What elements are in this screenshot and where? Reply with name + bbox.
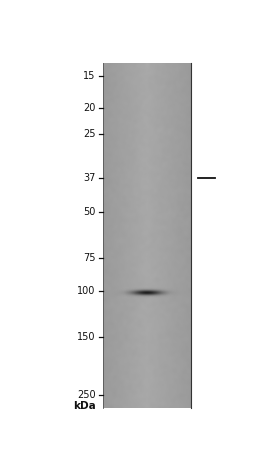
Text: 25: 25	[83, 129, 95, 139]
Text: 250: 250	[77, 390, 95, 400]
Text: 37: 37	[83, 173, 95, 183]
Text: 20: 20	[83, 103, 95, 113]
Text: 50: 50	[83, 207, 95, 217]
Text: 100: 100	[77, 286, 95, 296]
Text: 15: 15	[83, 71, 95, 81]
Text: 75: 75	[83, 254, 95, 263]
Text: 150: 150	[77, 332, 95, 342]
Text: kDa: kDa	[73, 401, 95, 411]
